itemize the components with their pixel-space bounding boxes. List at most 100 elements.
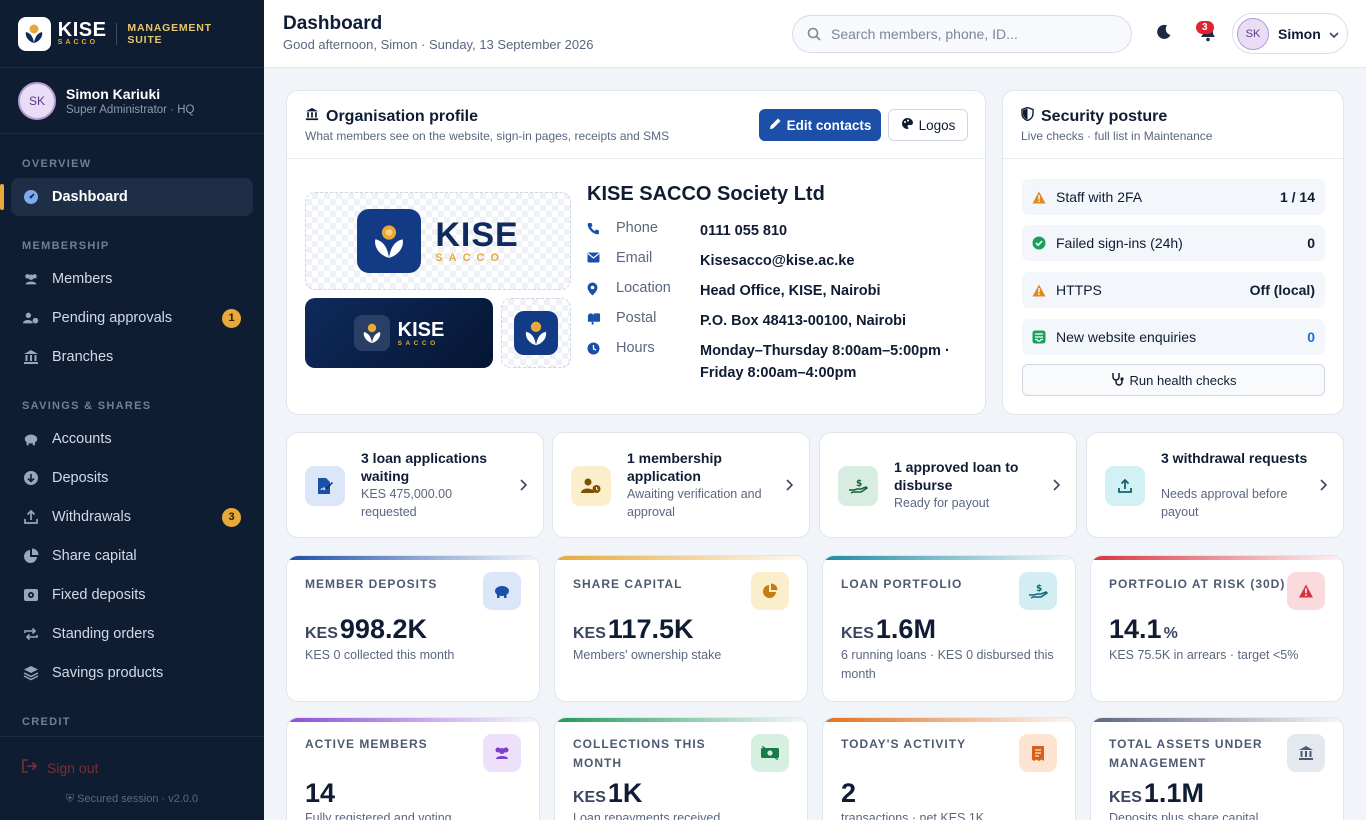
repeat-icon (23, 626, 39, 642)
user-name: Simon Kariuki (66, 85, 161, 102)
contact-label: Location (616, 280, 671, 296)
contact-label: Phone (616, 220, 658, 236)
bank-icon (305, 107, 319, 126)
kpi-accent-bar (823, 718, 1075, 722)
contact-value: Kisesacco@kise.ac.ke (700, 253, 855, 269)
kpi-label: MEMBER DEPOSITS (305, 577, 438, 591)
check-circle-icon (1032, 236, 1046, 250)
sacco-logo-icon (353, 315, 390, 351)
contact-label: Hours (616, 340, 655, 356)
kpi-active-members[interactable]: ACTIVE MEMBERS 14 Fully registered and v… (286, 717, 540, 820)
contact-value: 0111 055 810 (700, 223, 788, 239)
alert-subtitle: Needs approval before payout (1161, 487, 1288, 519)
inbox-icon (1032, 330, 1046, 344)
user-menu-button[interactable]: SK Simon (1232, 13, 1348, 54)
kpi-total-assets[interactable]: TOTAL ASSETS UNDER MANAGEMENT KES1.1M De… (1090, 717, 1344, 820)
sidebar-item-dashboard[interactable]: Dashboard (0, 178, 253, 216)
kpi-label: LOAN PORTFOLIO (841, 577, 963, 591)
sidebar-item-fixed-deposits[interactable]: Fixed deposits (11, 576, 253, 614)
sidebar-item-label: Members (52, 271, 113, 287)
sidebar-item-label: Savings products (52, 665, 164, 681)
security-row-value: Off (local) (1249, 282, 1315, 298)
bank-icon (1287, 734, 1325, 772)
sidebar-item-label: Fixed deposits (52, 587, 146, 603)
alert-loan-disburse[interactable]: $ 1 approved loan to disburse Ready for … (819, 432, 1077, 538)
icon-logo-preview[interactable] (501, 298, 571, 368)
edit-contacts-label: Edit contacts (786, 117, 872, 133)
brand-word: KISE (57, 18, 107, 41)
org-title-text: Organisation profile (326, 107, 479, 125)
kpi-number: 117.5K (607, 614, 694, 644)
theme-toggle-moon-icon[interactable] (1156, 24, 1172, 45)
kpi-todays-activity[interactable]: TODAY'S ACTIVITY 2 transactions · net KE… (822, 717, 1076, 820)
nav-section-credit: CREDIT (22, 716, 71, 728)
sidebar-item-label: Dashboard (52, 189, 128, 205)
search-input[interactable]: Search members, phone, ID... (792, 15, 1132, 53)
alert-subtitle: KES 475,000.00 requested (361, 487, 453, 519)
dark-logo-preview[interactable]: KISE SACCO (305, 298, 493, 368)
contact-value: Head Office, KISE, Nairobi (700, 283, 881, 299)
kpi-portfolio-at-risk[interactable]: PORTFOLIO AT RISK (30D) 14.1% KES 75.5K … (1090, 555, 1344, 702)
kpi-number: 998.2K (339, 614, 427, 644)
kpi-subtitle: 6 running loans · KES 0 disbursed this m… (841, 648, 1054, 681)
kpi-prefix: KES (305, 625, 338, 642)
sidebar-item-label: Deposits (52, 470, 109, 486)
search-placeholder: Search members, phone, ID... (831, 26, 1018, 42)
chevron-right-icon (786, 478, 794, 496)
edit-contacts-button[interactable]: Edit contacts (759, 109, 881, 141)
kpi-prefix: KES (841, 625, 874, 642)
alert-membership-application[interactable]: 1 membership application Awaiting verifi… (552, 432, 810, 538)
sign-out-button[interactable]: Sign out (22, 759, 98, 776)
nav-section-savings: SAVINGS & SHARES (22, 400, 152, 412)
logos-button[interactable]: Logos (888, 109, 968, 141)
kpi-value: KES1K (573, 778, 642, 809)
sidebar-item-deposits[interactable]: Deposits (11, 459, 253, 497)
user-card[interactable]: SK Simon Kariuki Super Administrator · H… (0, 68, 264, 134)
pencil-icon (769, 117, 782, 133)
run-health-checks-label: Run health checks (1129, 372, 1237, 388)
sidebar-item-standing-orders[interactable]: Standing orders (11, 615, 253, 653)
bank-icon (23, 349, 39, 365)
chevron-down-icon (1329, 25, 1339, 43)
sidebar-item-withdrawals[interactable]: Withdrawals 3 (11, 498, 253, 536)
kpi-label: SHARE CAPITAL (573, 577, 683, 591)
map-pin-icon (587, 280, 601, 302)
security-card-subtitle: Live checks · full list in Maintenance (1021, 129, 1213, 143)
sacco-logo-icon (357, 209, 422, 273)
sidebar-item-share-capital[interactable]: Share capital (11, 537, 253, 575)
kpi-number: 1.6M (875, 614, 936, 644)
sidebar-item-label: Withdrawals (52, 509, 131, 525)
kpi-prefix: KES (1109, 789, 1142, 806)
alert-title: 1 approved loan to disburse (894, 459, 1019, 493)
kpi-label: ACTIVE MEMBERS (305, 737, 428, 751)
pie-chart-icon (23, 548, 39, 564)
mail-icon (587, 250, 601, 272)
page-subtitle: Good afternoon, Simon · Sunday, 13 Septe… (283, 37, 594, 52)
alert-loan-applications[interactable]: 3 loan applications waiting KES 475,000.… (286, 432, 544, 538)
sidebar-item-pending-approvals[interactable]: Pending approvals 1 (11, 299, 253, 337)
kpi-loan-portfolio[interactable]: LOAN PORTFOLIO $ KES1.6M 6 running loans… (822, 555, 1076, 702)
kpi-member-deposits[interactable]: MEMBER DEPOSITS KES998.2K KES 0 collecte… (286, 555, 540, 702)
hand-money-icon: $ (1019, 572, 1057, 610)
kpi-subtitle: Deposits plus share capital (1109, 811, 1259, 820)
sidebar-item-members[interactable]: Members (11, 260, 253, 298)
notifications-badge: 3 (1196, 21, 1214, 34)
kpi-accent-bar (555, 556, 807, 560)
sidebar-item-branches[interactable]: Branches (11, 338, 253, 376)
sidebar-item-label: Accounts (52, 431, 112, 447)
contact-row-location: Location Head Office, KISE, Nairobi (587, 280, 881, 302)
sidebar-item-savings-products[interactable]: Savings products (11, 654, 253, 692)
kpi-value: KES998.2K (305, 614, 427, 645)
sacco-logo-icon[interactable] (18, 16, 51, 51)
sidebar-item-label: Branches (52, 349, 114, 365)
security-row-enquiries[interactable]: New website enquiries 0 (1022, 319, 1325, 355)
kpi-share-capital[interactable]: SHARE CAPITAL KES117.5K Members' ownersh… (554, 555, 808, 702)
palette-icon (901, 117, 914, 133)
primary-logo-preview[interactable]: KISE SACCO (305, 192, 571, 290)
alert-withdrawal-requests[interactable]: 3 withdrawal requests Needs approval bef… (1086, 432, 1344, 538)
chevron-right-icon (1053, 478, 1061, 496)
kpi-collections[interactable]: COLLECTIONS THIS MONTH KES1K Loan repaym… (554, 717, 808, 820)
kpi-number: 14.1 (1109, 614, 1162, 644)
sidebar-item-accounts[interactable]: Accounts (11, 420, 253, 458)
run-health-checks-button[interactable]: Run health checks (1022, 364, 1325, 396)
